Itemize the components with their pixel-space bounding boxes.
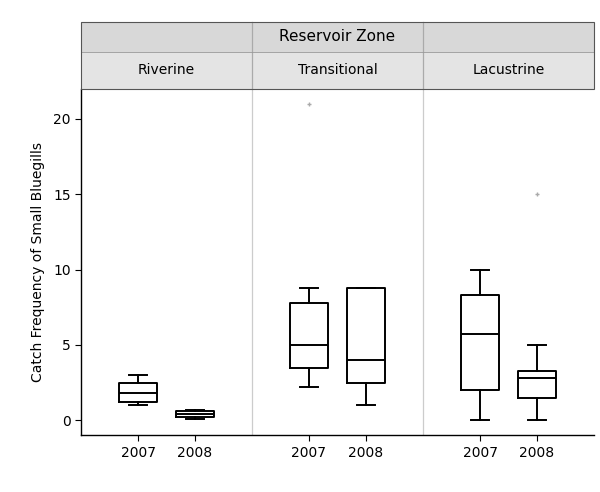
Text: Lacustrine: Lacustrine: [472, 63, 545, 77]
Text: Transitional: Transitional: [298, 63, 377, 77]
Y-axis label: Catch Frequency of Small Bluegills: Catch Frequency of Small Bluegills: [31, 142, 44, 382]
Text: Riverine: Riverine: [138, 63, 195, 77]
Text: Reservoir Zone: Reservoir Zone: [280, 30, 395, 44]
